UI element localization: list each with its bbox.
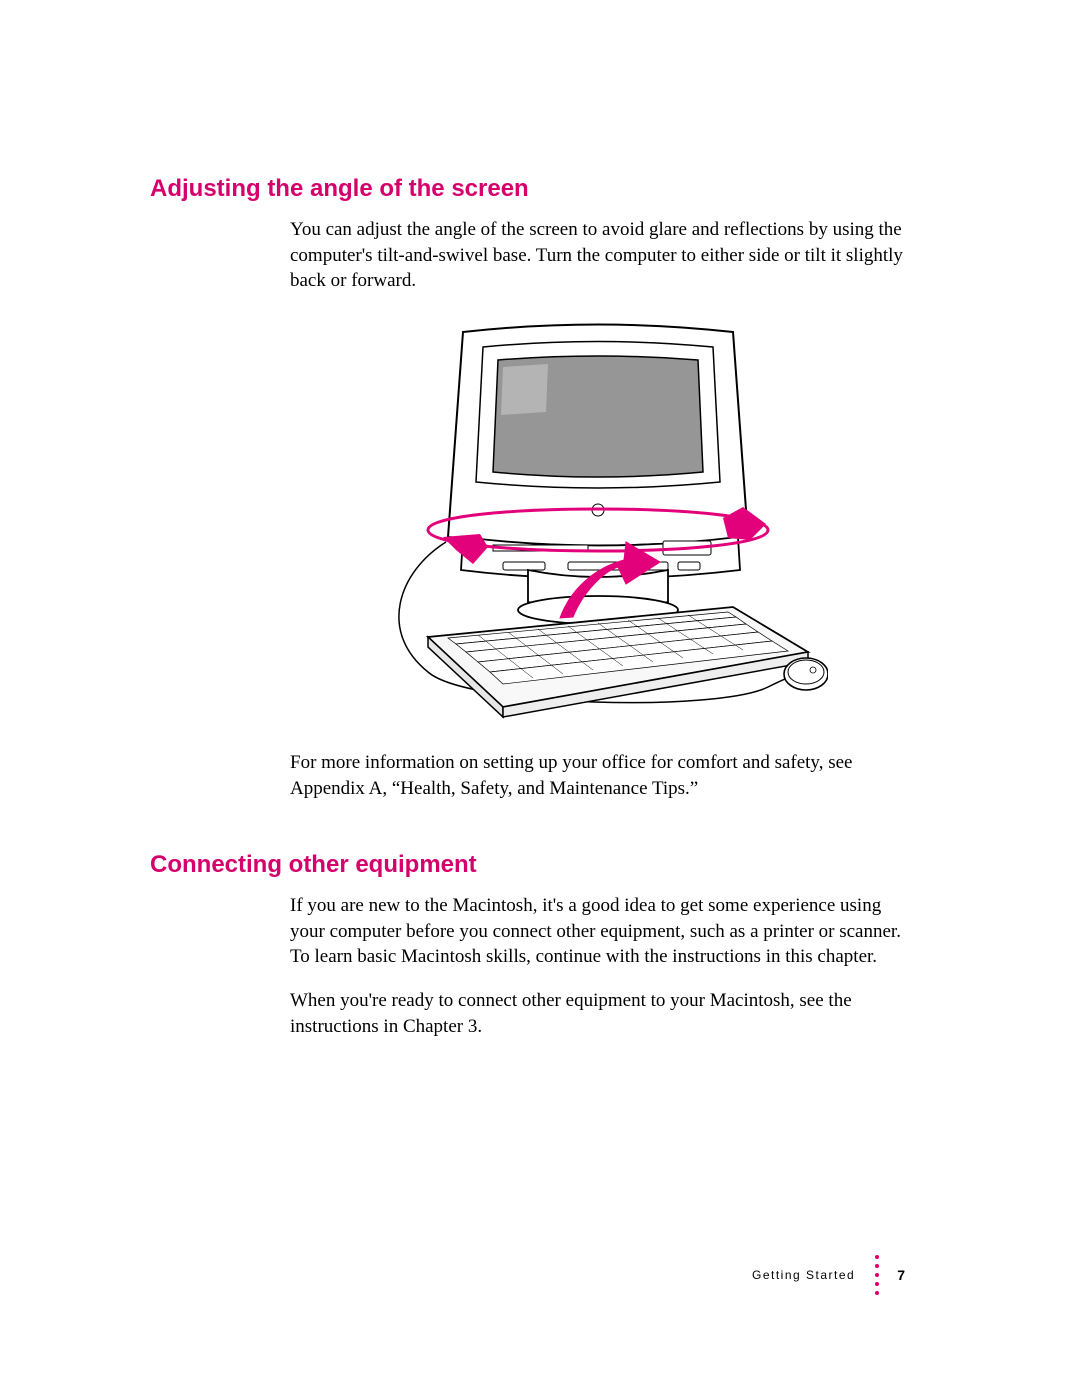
section2: Connecting other equipment If you are ne… [150, 851, 905, 1039]
footer-dot [875, 1273, 879, 1277]
section-heading-connecting: Connecting other equipment [150, 851, 905, 879]
footer-dot [875, 1255, 879, 1259]
footer-dots [875, 1255, 879, 1295]
figure-computer-swivel [290, 312, 905, 722]
footer-dot [875, 1291, 879, 1295]
page-footer: Getting Started 7 [752, 1255, 905, 1295]
section2-body: If you are new to the Macintosh, it's a … [290, 893, 905, 1039]
footer-dot [875, 1282, 879, 1286]
document-page: Adjusting the angle of the screen You ca… [0, 0, 1080, 1397]
section1-para1: You can adjust the angle of the screen t… [290, 217, 905, 294]
footer-page-number: 7 [897, 1267, 905, 1283]
computer-illustration [368, 312, 828, 722]
section2-para2: When you're ready to connect other equip… [290, 988, 905, 1039]
section1-para2: For more information on setting up your … [290, 750, 905, 801]
footer-dot [875, 1264, 879, 1268]
section-heading-adjusting: Adjusting the angle of the screen [150, 175, 905, 203]
footer-chapter-label: Getting Started [752, 1268, 855, 1282]
section1-body: You can adjust the angle of the screen t… [290, 217, 905, 801]
section2-para1: If you are new to the Macintosh, it's a … [290, 893, 905, 970]
